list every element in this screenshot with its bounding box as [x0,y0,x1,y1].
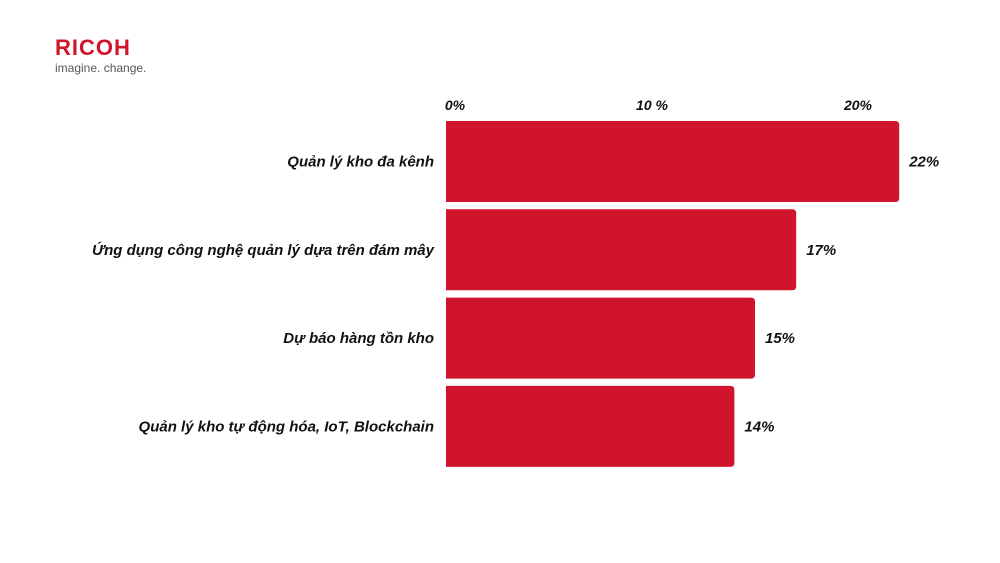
category-label: Dự báo hàng tồn kho [283,330,434,347]
value-label: 22% [908,154,939,171]
bar [446,209,797,291]
x-tick-label: 20% [843,97,873,113]
category-label: Quản lý kho tự động hóa, IoT, Blockchain [139,418,434,435]
logo-tagline: imagine. change. [55,61,147,75]
x-tick-label: 10 % [636,97,668,113]
value-label: 14% [744,418,774,435]
ricoh-logo: RICOH imagine. change. [55,35,147,76]
x-tick-label: 0% [445,97,466,113]
bar [446,121,900,202]
bar [446,385,735,467]
logo-wordmark: RICOH [55,35,131,60]
bar [446,297,755,379]
value-label: 17% [806,242,836,259]
category-label: Ứng dụng công nghệ quản lý dựa trên đám … [92,241,435,259]
category-label: Quản lý kho đa kênh [287,154,434,171]
value-label: 15% [765,330,795,347]
